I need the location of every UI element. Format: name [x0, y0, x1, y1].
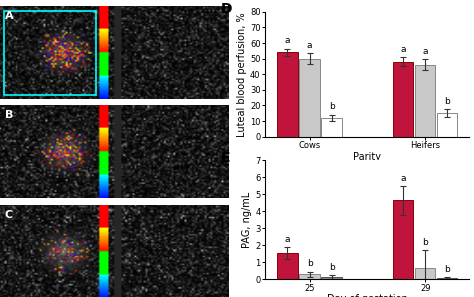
- Bar: [277, 53, 298, 137]
- Y-axis label: Luteal blood perfusion, %: Luteal blood perfusion, %: [237, 12, 247, 137]
- Text: C: C: [5, 210, 13, 219]
- Bar: [437, 113, 457, 137]
- Y-axis label: PAG, ng/mL: PAG, ng/mL: [242, 192, 253, 248]
- Bar: [277, 253, 298, 279]
- Bar: [415, 65, 435, 137]
- Text: a: a: [401, 45, 406, 53]
- Bar: [300, 274, 319, 279]
- Bar: [415, 268, 435, 279]
- Bar: [393, 62, 413, 137]
- Text: A: A: [5, 11, 13, 20]
- Text: b: b: [328, 102, 335, 111]
- Bar: [437, 278, 457, 279]
- Text: B: B: [5, 110, 13, 120]
- Text: a: a: [285, 36, 290, 45]
- Text: a: a: [422, 47, 428, 56]
- Text: b: b: [307, 259, 312, 268]
- Text: a: a: [401, 173, 406, 183]
- Text: a: a: [307, 41, 312, 50]
- Bar: [393, 200, 413, 279]
- Bar: [4, 11, 96, 95]
- X-axis label: Parity: Parity: [353, 152, 382, 162]
- Text: E: E: [220, 151, 230, 165]
- Bar: [321, 277, 342, 279]
- Text: b: b: [444, 265, 450, 274]
- Bar: [300, 59, 319, 137]
- Text: b: b: [444, 97, 450, 106]
- Text: a: a: [285, 235, 290, 244]
- X-axis label: Day of gestation: Day of gestation: [327, 294, 408, 297]
- Text: b: b: [422, 238, 428, 247]
- Text: b: b: [328, 263, 335, 272]
- Bar: [321, 118, 342, 137]
- Text: D: D: [220, 2, 232, 16]
